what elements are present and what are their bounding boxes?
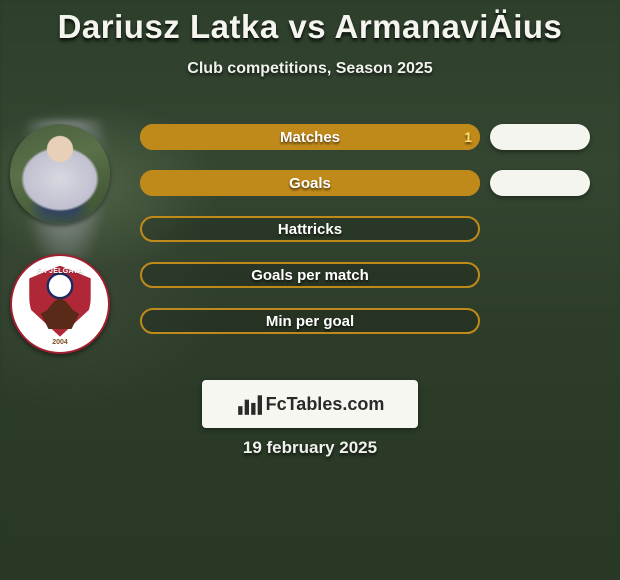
bar-chart-icon (236, 391, 262, 417)
player2-club-logo: FK JELGAVA 2004 (10, 254, 110, 354)
infographic-date: 19 february 2025 (0, 438, 620, 458)
bar-value-left: 1 (464, 124, 472, 150)
bar-label: Min per goal (140, 308, 480, 334)
infographic-card: Dariusz Latka vs ArmanaviÄius Club compe… (0, 0, 620, 580)
comparison-title: Dariusz Latka vs ArmanaviÄius (0, 0, 620, 46)
bar-label: Goals per match (140, 262, 480, 288)
stat-bar-hattricks: Hattricks (140, 216, 480, 242)
brand-logo: FcTables.com (236, 391, 385, 417)
avatar-column: FK JELGAVA 2004 (10, 124, 110, 384)
stat-bar-gpm: Goals per match (140, 262, 480, 288)
player1-avatar (10, 124, 110, 224)
stat-bar-mpg: Min per goal (140, 308, 480, 334)
right-pill-goals (490, 170, 590, 196)
brand-box: FcTables.com (202, 380, 418, 428)
bar-label: Matches (140, 124, 480, 150)
brand-text: FcTables.com (266, 394, 385, 415)
comparison-subtitle: Club competitions, Season 2025 (0, 60, 620, 78)
club-logo-text: FK JELGAVA (12, 268, 108, 275)
stat-bar-goals: Goals (140, 170, 480, 196)
stat-bar-matches: Matches 1 (140, 124, 480, 150)
club-founded-year: 2004 (12, 339, 108, 346)
stat-bars: Matches 1 Goals Hattricks Goals per matc… (140, 124, 480, 354)
bar-label: Hattricks (140, 216, 480, 242)
right-pill-matches (490, 124, 590, 150)
bar-label: Goals (140, 170, 480, 196)
right-pill-column (490, 124, 610, 354)
